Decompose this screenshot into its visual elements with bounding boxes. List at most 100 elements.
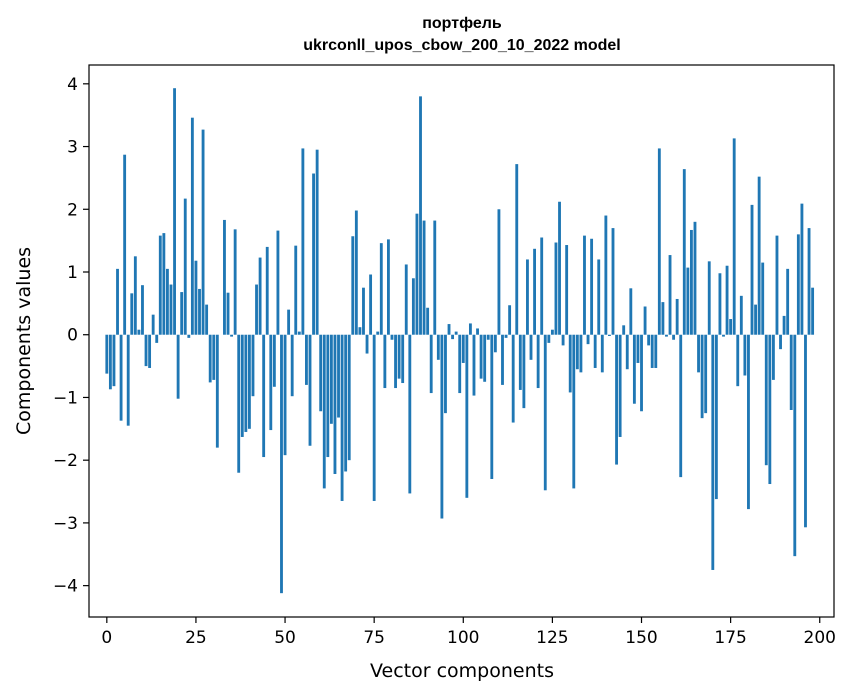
bar <box>714 334 718 500</box>
bar <box>533 248 536 335</box>
bar <box>572 334 576 489</box>
x-axis-label: Vector components <box>370 660 554 682</box>
bar <box>575 334 579 370</box>
bar <box>351 236 355 335</box>
bar <box>725 265 729 335</box>
bar <box>754 304 758 335</box>
bar <box>540 237 544 335</box>
bar <box>276 230 280 335</box>
bar <box>558 201 561 335</box>
bar <box>561 334 565 346</box>
x-tick-label: 150 <box>625 628 657 648</box>
bar <box>782 315 786 335</box>
bar <box>240 334 244 437</box>
bar <box>779 334 782 350</box>
bar <box>247 334 251 429</box>
plot-frame <box>88 64 835 618</box>
bar <box>597 259 601 335</box>
x-tick-label: 175 <box>714 628 746 648</box>
bar <box>312 173 315 335</box>
bar <box>454 331 458 335</box>
bar <box>151 314 155 335</box>
x-tick-label: 50 <box>274 628 296 648</box>
bar <box>362 287 365 335</box>
bar <box>615 334 618 465</box>
bar <box>668 255 672 335</box>
bar <box>137 329 141 335</box>
bar <box>223 219 226 335</box>
chart-title-line2: ukrconll_upos_cbow_200_10_2022 model <box>303 37 620 54</box>
x-tick-label: 125 <box>536 628 568 648</box>
bar <box>796 234 800 335</box>
bar <box>472 334 476 396</box>
bar <box>529 334 533 360</box>
bar <box>436 334 440 360</box>
bar <box>201 129 205 335</box>
bar <box>693 221 697 335</box>
y-tick-label: −4 <box>53 577 78 597</box>
bar <box>183 198 187 335</box>
bar <box>583 235 586 335</box>
bar <box>165 268 169 335</box>
bar <box>565 245 569 335</box>
bar <box>465 334 469 498</box>
bar <box>169 284 173 335</box>
y-tick-label: −3 <box>53 514 78 534</box>
bar <box>747 334 750 510</box>
bar <box>611 228 615 335</box>
x-tick-label: 100 <box>447 628 479 648</box>
bar <box>419 96 422 335</box>
bar <box>526 259 529 335</box>
bar <box>376 331 380 335</box>
bar <box>180 292 184 335</box>
bar <box>372 334 376 501</box>
bar <box>736 334 740 387</box>
bar <box>647 334 651 346</box>
bar <box>707 261 711 335</box>
bar <box>133 256 137 335</box>
bar <box>511 334 515 423</box>
bar <box>426 307 430 335</box>
bar <box>126 334 130 426</box>
bar <box>461 334 465 363</box>
bar <box>230 334 234 337</box>
bar <box>451 334 455 340</box>
bar <box>608 334 611 336</box>
bars-group <box>105 88 818 594</box>
bar <box>433 220 437 335</box>
x-tick-label: 75 <box>363 628 385 648</box>
y-tick-label: 1 <box>67 263 78 283</box>
x-axis-ticks: 0 25 50 75 100 125 150 175 200 <box>101 617 836 648</box>
bar <box>326 334 330 458</box>
bar <box>215 334 219 448</box>
bar <box>198 288 201 335</box>
bar <box>793 334 797 557</box>
bar <box>622 325 626 335</box>
bar <box>394 334 397 389</box>
bar <box>212 334 216 380</box>
bar <box>255 284 258 335</box>
bar <box>440 334 444 519</box>
bar <box>732 138 736 335</box>
bar <box>586 334 590 345</box>
bar <box>344 334 348 472</box>
bar <box>119 334 123 421</box>
x-tick-label: 200 <box>804 628 836 648</box>
bar <box>280 334 283 594</box>
y-tick-label: −1 <box>53 388 78 408</box>
bar <box>768 334 772 485</box>
bar <box>686 267 690 335</box>
bar <box>379 243 383 335</box>
bar <box>800 203 804 335</box>
x-tick-label: 25 <box>185 628 207 648</box>
bar <box>593 334 597 368</box>
bar <box>130 293 134 335</box>
bar <box>739 295 743 335</box>
bar <box>518 334 522 390</box>
bar <box>789 334 793 410</box>
bar <box>522 334 526 409</box>
bar <box>643 306 647 335</box>
bar <box>369 274 373 335</box>
bar <box>654 334 658 368</box>
bar <box>750 204 754 335</box>
